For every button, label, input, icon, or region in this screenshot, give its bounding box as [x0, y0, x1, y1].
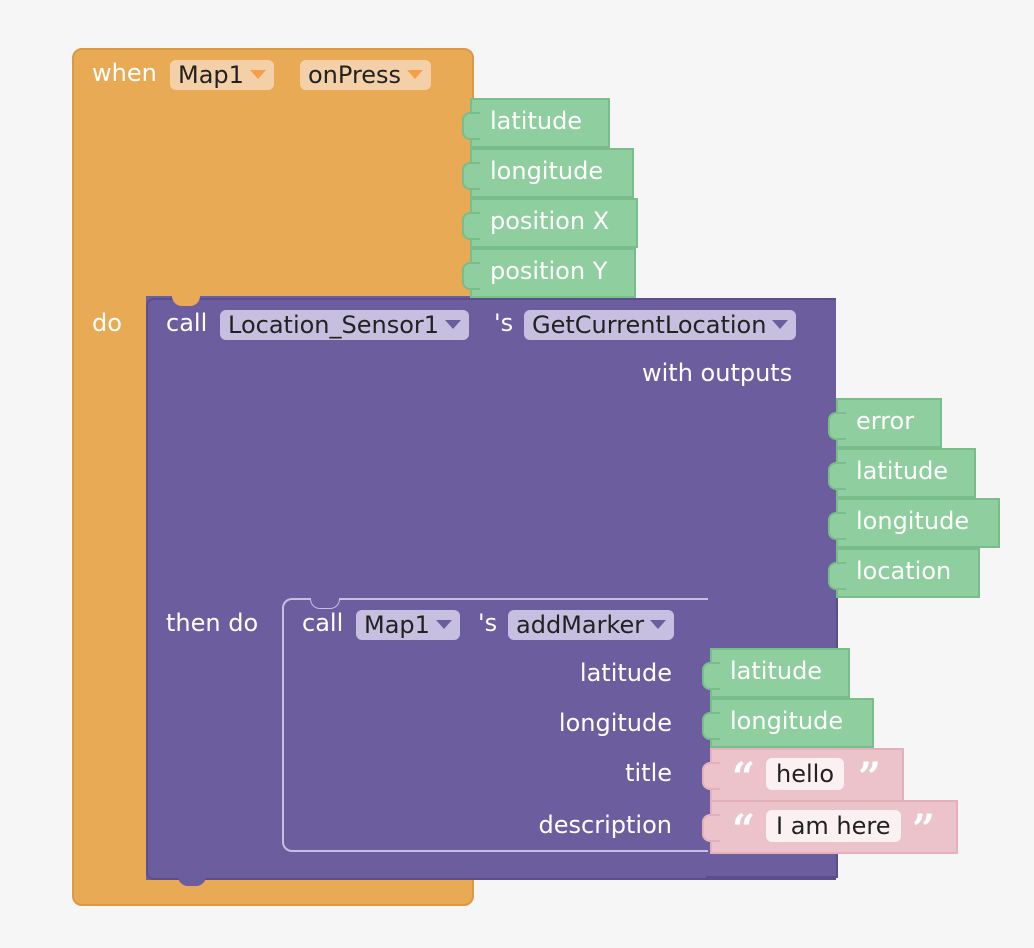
chevron-down-icon [435, 619, 452, 629]
then-do-label: then do [166, 609, 259, 637]
param-label: longitude [730, 707, 844, 735]
param-connector-tab [462, 212, 480, 240]
close-quote-icon: ” [858, 754, 882, 801]
param-label: position X [490, 207, 610, 235]
chevron-down-icon [772, 319, 789, 329]
param-longitude[interactable]: longitude [462, 148, 634, 198]
param-label: longitude [490, 157, 604, 185]
param-label: longitude [856, 507, 970, 535]
method-dropdown-get-current-location[interactable]: GetCurrentLocation [524, 310, 797, 340]
param-label: latitude [856, 457, 949, 485]
chevron-down-icon [650, 619, 667, 629]
param-connector-tab [828, 512, 846, 540]
param-position-x[interactable]: position X [462, 198, 638, 248]
block-notch [172, 296, 200, 306]
param-latitude[interactable]: latitude [462, 98, 610, 148]
param-position-y[interactable]: position Y [462, 248, 636, 298]
param-connector-tab [702, 662, 720, 690]
chevron-down-icon [249, 69, 266, 79]
event-dropdown-label: onPress [308, 61, 402, 89]
method-dropdown-add-marker[interactable]: addMarker [508, 610, 675, 640]
arg-label-longitude: longitude [558, 709, 672, 737]
param-connector-tab [462, 112, 480, 140]
text-block-title[interactable]: “ hello ” [702, 748, 904, 802]
open-quote-icon: “ [732, 754, 756, 801]
arg-label-description: description [538, 811, 672, 839]
event-dropdown-onpress[interactable]: onPress [300, 60, 432, 90]
open-quote-icon: “ [732, 806, 756, 853]
component-dropdown-label: Location_Sensor1 [228, 311, 440, 339]
param-label: position Y [490, 257, 608, 285]
when-label: when [92, 59, 157, 87]
component-dropdown-label: Map1 [364, 611, 430, 639]
arg-label-title: title [625, 759, 672, 787]
component-dropdown-map1[interactable]: Map1 [356, 610, 460, 640]
text-connector-tab [702, 814, 720, 842]
component-dropdown-label: Map1 [178, 61, 244, 89]
chevron-down-icon [445, 319, 462, 329]
text-connector-tab [702, 762, 720, 790]
block-notch [314, 852, 342, 862]
text-value-field[interactable]: hello [766, 758, 844, 790]
param-connector-tab [828, 462, 846, 490]
method-dropdown-label: addMarker [516, 611, 645, 639]
close-quote-icon: ” [912, 806, 936, 853]
call-label: call [166, 309, 208, 337]
do-label: do [92, 309, 122, 337]
param-label: location [856, 557, 952, 585]
output-longitude[interactable]: longitude [828, 498, 1000, 548]
chevron-down-icon [407, 69, 424, 79]
output-location[interactable]: location [828, 548, 980, 598]
output-error[interactable]: error [828, 398, 942, 448]
component-dropdown-location-sensor[interactable]: Location_Sensor1 [220, 310, 470, 340]
param-connector-tab [462, 262, 480, 290]
component-dropdown-map1[interactable]: Map1 [170, 60, 274, 90]
param-connector-tab [462, 162, 480, 190]
text-value-field[interactable]: I am here [766, 810, 901, 842]
arg-value-latitude[interactable]: latitude [702, 648, 850, 698]
param-label: latitude [490, 107, 583, 135]
arg-value-longitude[interactable]: longitude [702, 698, 874, 748]
output-latitude[interactable]: latitude [828, 448, 976, 498]
arg-label-latitude: latitude [579, 659, 672, 687]
possessive-label: 's [478, 609, 498, 637]
param-label: latitude [730, 657, 823, 685]
method-dropdown-label: GetCurrentLocation [532, 311, 767, 339]
with-outputs-label: with outputs [642, 359, 793, 387]
call-block-add-marker[interactable] [282, 598, 708, 852]
param-connector-tab [702, 712, 720, 740]
param-connector-tab [828, 412, 846, 440]
call-label: call [302, 609, 344, 637]
possessive-label: 's [494, 309, 514, 337]
block-notch [178, 876, 206, 886]
text-block-description[interactable]: “ I am here ” [702, 800, 958, 854]
param-label: error [856, 407, 915, 435]
param-connector-tab [828, 562, 846, 590]
